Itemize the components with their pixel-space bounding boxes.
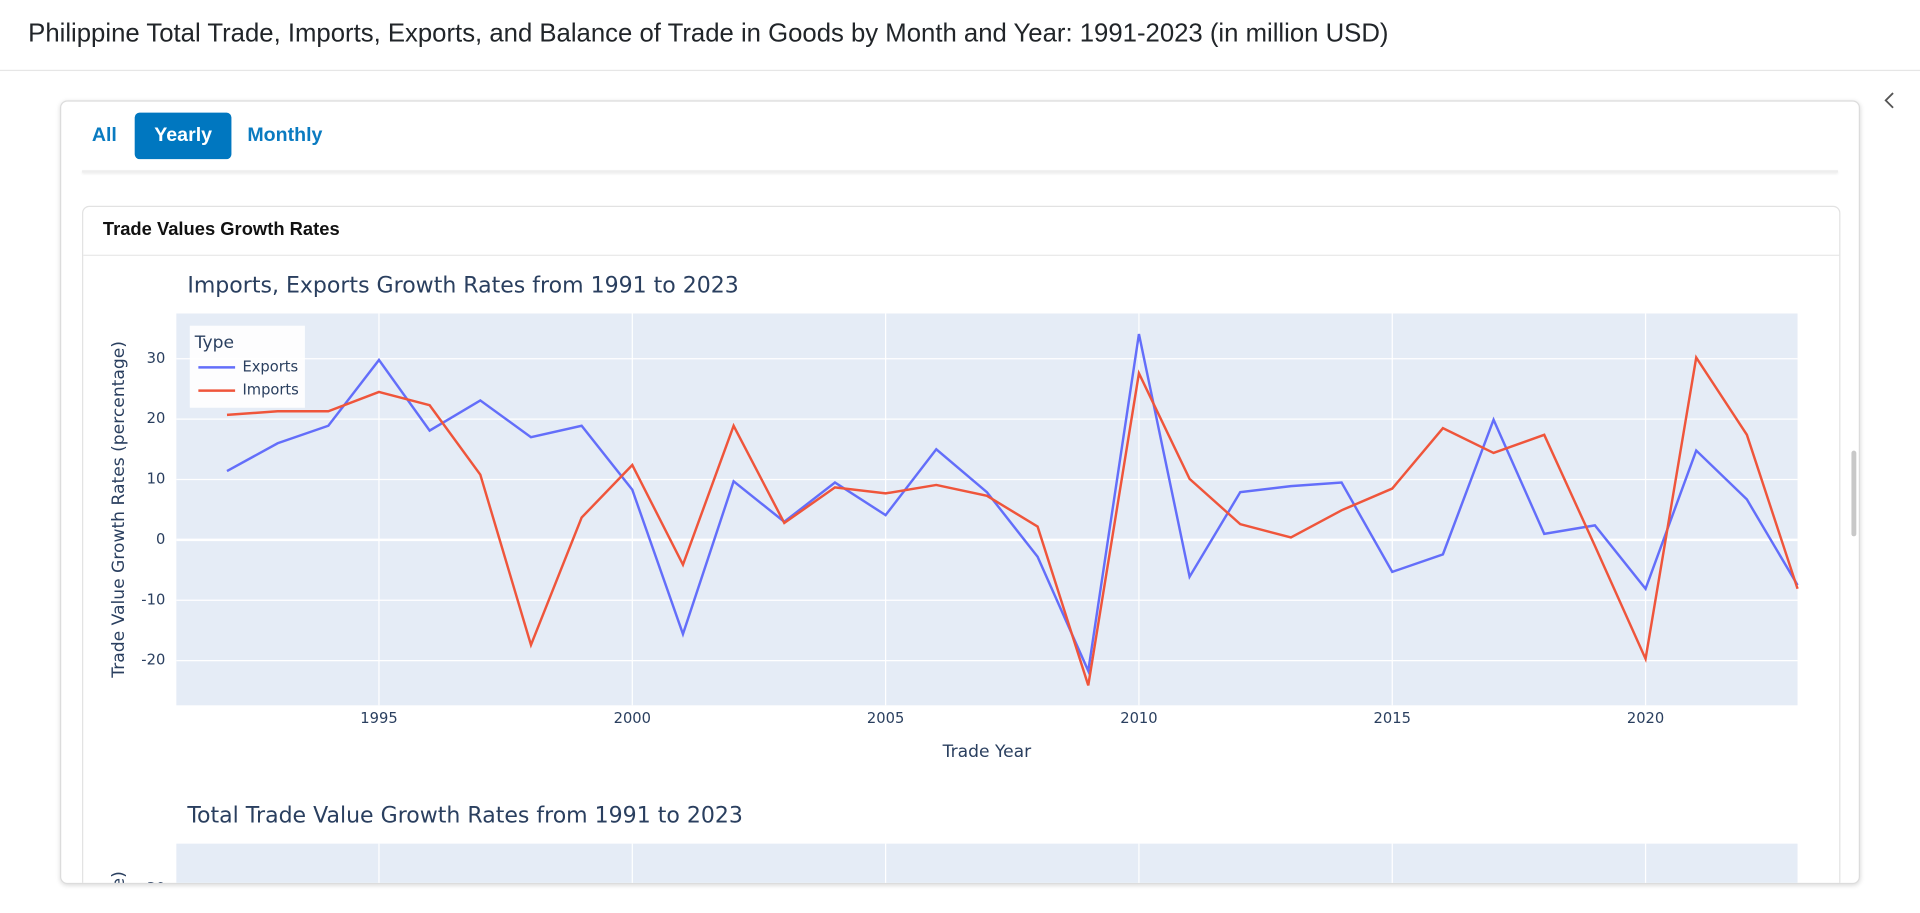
y-tick-label: 20 <box>147 410 166 427</box>
x-tick-label: 1995 <box>360 710 397 727</box>
divider <box>82 170 1838 173</box>
legend-label: Exports <box>242 358 298 375</box>
y-tick-label: 0 <box>156 531 165 548</box>
y-tick-label: 10 <box>147 471 166 488</box>
collapse-button[interactable] <box>1881 91 1898 111</box>
section-divider <box>83 254 1840 256</box>
x-tick-label: 2005 <box>867 710 904 727</box>
x-tick-label: 2020 <box>1627 710 1664 727</box>
chart-title: Total Trade Value Growth Rates from 1991… <box>186 804 743 829</box>
chart-title: Imports, Exports Growth Rates from 1991 … <box>187 274 738 299</box>
header-divider <box>0 69 1920 72</box>
legend-title: Type <box>194 333 234 353</box>
y-tick-label: 30 <box>147 880 166 897</box>
section-title: Trade Values Growth Rates <box>102 219 340 241</box>
tab-active[interactable]: Yearly <box>134 112 232 160</box>
scrollbar[interactable] <box>1851 450 1857 537</box>
y-tick-label: -20 <box>141 652 165 669</box>
plot-area <box>176 313 1798 706</box>
x-axis-label: Trade Year <box>942 742 1033 762</box>
tab[interactable]: Monthly <box>247 124 323 146</box>
y-axis-label: Trade Value Growth Rates (percentage) <box>109 341 129 679</box>
page-title: Philippine Total Trade, Imports, Exports… <box>28 19 1389 48</box>
y-tick-label: 30 <box>147 350 166 367</box>
tab[interactable]: All <box>91 124 117 146</box>
data-line <box>226 354 1799 686</box>
y-axis-label: Trade Value Growth Rates (percentage) <box>109 871 129 912</box>
x-tick-label: 2010 <box>1120 710 1157 727</box>
plot-area <box>176 843 1798 883</box>
data-line <box>226 333 1799 676</box>
section-card: Trade Values Growth Rates <box>82 205 1841 883</box>
x-tick-label: 2015 <box>1374 710 1411 727</box>
legend-label: Imports <box>242 382 298 399</box>
x-tick-label: 2000 <box>614 710 651 727</box>
y-tick-label: -10 <box>141 591 165 608</box>
